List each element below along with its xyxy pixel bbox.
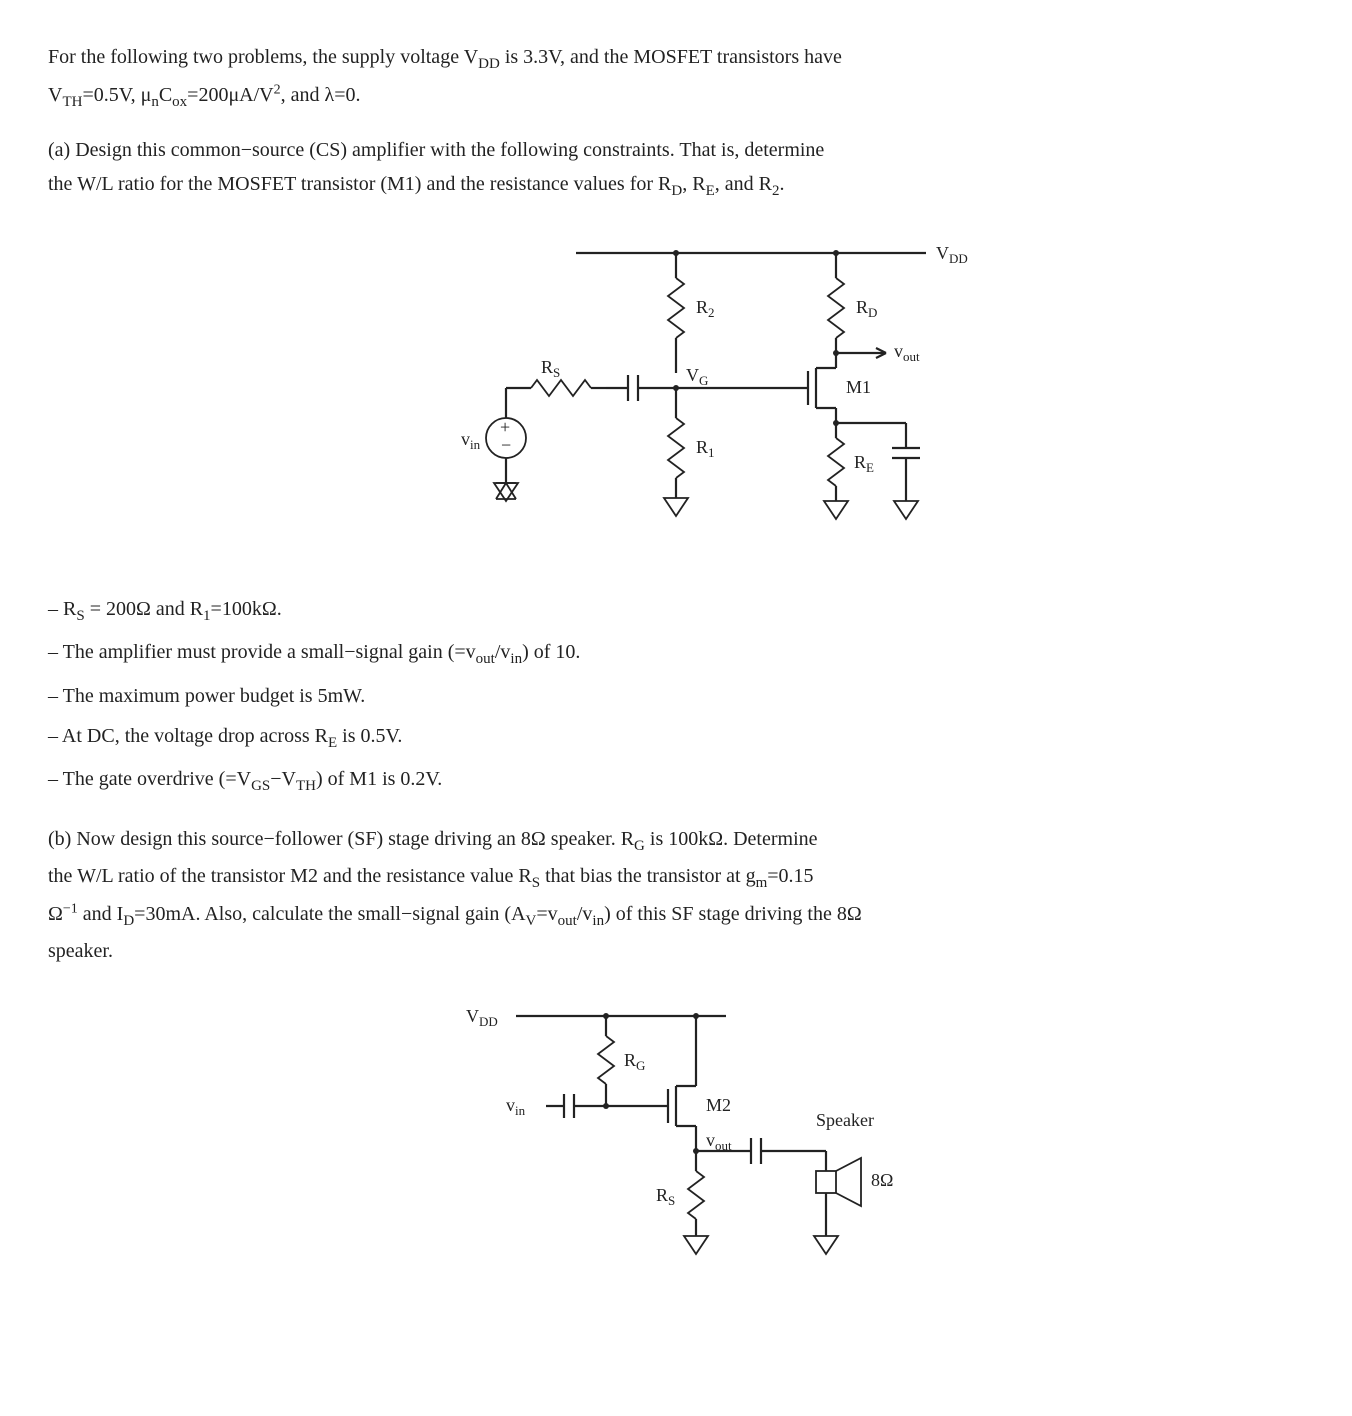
intro-l2a: V <box>48 84 62 106</box>
svg-text:M2: M2 <box>706 1095 731 1115</box>
svg-text:vout: vout <box>706 1130 732 1153</box>
part-b-lead: (b) Now design this source−follower (SF)… <box>48 822 1304 969</box>
svg-text:vin: vin <box>461 429 481 452</box>
svg-text:+: + <box>500 417 510 437</box>
constraint-5: The gate overdrive (=VGS−VTH) of M1 is 0… <box>48 762 1304 800</box>
svg-text:RE: RE <box>854 452 874 475</box>
sub-dd: DD <box>478 56 500 72</box>
svg-text:RG: RG <box>624 1050 645 1073</box>
constraint-3: The maximum power budget is 5mW. <box>48 679 1304 713</box>
constraints-list: RS = 200Ω and R1=100kΩ. The amplifier mu… <box>48 592 1304 800</box>
figure-a: VDD R2 RD vout M1 VG RS + − vin R1 <box>48 223 1304 564</box>
svg-text:M1: M1 <box>846 377 871 397</box>
intro-l2d: =200μA/V <box>187 84 273 106</box>
svg-text:vout: vout <box>894 341 920 364</box>
intro-para: For the following two problems, the supp… <box>48 40 1304 115</box>
svg-text:VDD: VDD <box>936 243 968 266</box>
svg-text:8Ω: 8Ω <box>871 1170 893 1190</box>
intro-l2c: C <box>159 84 172 106</box>
svg-text:−: − <box>501 435 511 455</box>
svg-text:Speaker: Speaker <box>816 1110 874 1130</box>
svg-text:VG: VG <box>686 365 708 388</box>
intro-l2e: , and λ=0. <box>281 84 361 106</box>
figure-b: VDD RG vin M2 vout RS Speaker 8Ω <box>48 986 1304 1277</box>
svg-text:vin: vin <box>506 1095 526 1118</box>
svg-text:RD: RD <box>856 297 877 320</box>
part-a-lead: (a) Design this common−source (CS) ampli… <box>48 133 1304 205</box>
constraint-4: At DC, the voltage drop across RE is 0.5… <box>48 719 1304 757</box>
svg-text:RS: RS <box>656 1185 675 1208</box>
svg-text:VDD: VDD <box>466 1006 498 1029</box>
intro-l2b: =0.5V, μ <box>82 84 151 106</box>
intro-l1a: For the following two problems, the supp… <box>48 46 478 68</box>
svg-text:R2: R2 <box>696 297 715 320</box>
intro-l1b: is 3.3V, and the MOSFET transistors have <box>500 46 842 68</box>
constraint-2: The amplifier must provide a small−signa… <box>48 635 1304 673</box>
constraint-1: RS = 200Ω and R1=100kΩ. <box>48 592 1304 630</box>
svg-text:R1: R1 <box>696 437 715 460</box>
svg-text:RS: RS <box>541 357 560 380</box>
